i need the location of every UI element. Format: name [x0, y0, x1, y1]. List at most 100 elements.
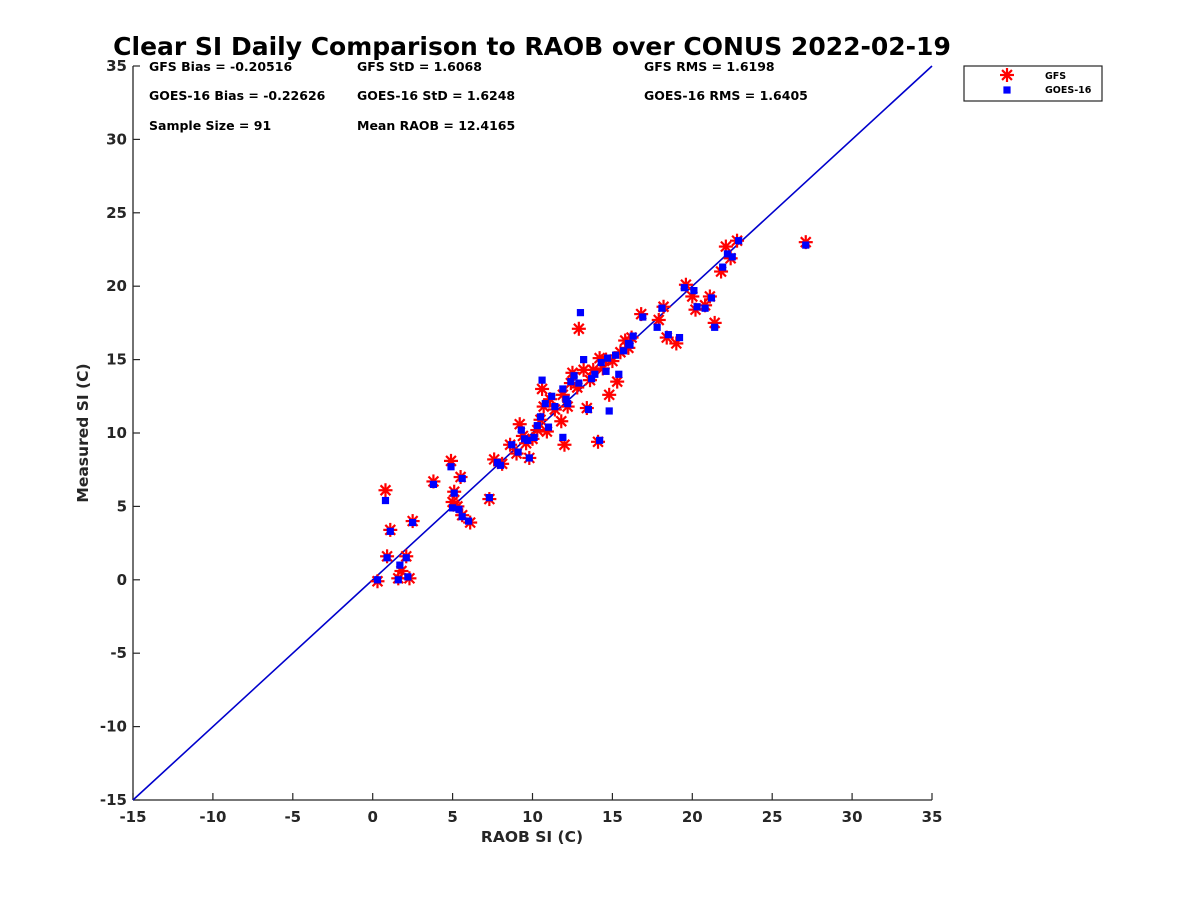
goes16-point [675, 333, 684, 342]
stat-gfs-bias: GFS Bias = -0.20516 [149, 59, 292, 74]
stat-mean-raob: Mean RAOB = 12.4165 [357, 118, 515, 133]
goes16-point [450, 489, 458, 497]
x-axis-label: RAOB SI (C) [481, 828, 583, 846]
legend-goes16-square [1003, 86, 1011, 94]
goes16-point [458, 513, 466, 521]
y-tick-label: -5 [110, 644, 127, 662]
goes16-point [383, 554, 391, 562]
gfs-point [602, 387, 617, 402]
goes16-point [455, 505, 463, 513]
goes16-point [496, 461, 505, 469]
goes16-point [602, 367, 610, 375]
goes16-point [541, 400, 549, 408]
goes16-point [723, 250, 732, 258]
goes16-point [629, 332, 637, 340]
goes16-point [596, 436, 604, 444]
x-tick-label: 5 [447, 808, 457, 826]
stat-goes-bias: GOES-16 Bias = -0.22626 [149, 88, 326, 103]
goes16-point [693, 303, 701, 311]
x-tick-label: 30 [842, 808, 863, 826]
x-tick-label: 0 [367, 808, 377, 826]
goes16-point [386, 527, 394, 535]
goes16-point [576, 309, 585, 317]
goes16-point [402, 554, 410, 562]
goes16-point [524, 436, 532, 444]
y-tick-label: 10 [106, 424, 127, 442]
gfs-point [535, 381, 550, 396]
x-tick-label: -10 [199, 808, 226, 826]
legend-gfs-asterisk [1000, 68, 1014, 82]
goes16-point [567, 378, 575, 386]
goes16-point [551, 402, 559, 411]
goes16-point [707, 294, 716, 302]
goes16-point [559, 385, 567, 393]
goes16-point [514, 448, 522, 456]
legend-label-gfs: GFS [1045, 71, 1066, 82]
legend: GFS GOES-16 [963, 65, 1103, 102]
goes16-point [536, 413, 545, 421]
goes16-point [570, 372, 578, 380]
goes16-point [680, 284, 688, 292]
goes16-point [802, 241, 810, 249]
goes16-point [447, 463, 455, 471]
goes16-point [626, 341, 634, 349]
x-tick-label: 15 [602, 808, 623, 826]
goes16-point [394, 576, 402, 584]
goes16-point [508, 441, 516, 449]
goes16-point [711, 323, 719, 331]
goes16-point [548, 392, 556, 400]
y-axis-label: Measured SI (C) [74, 363, 92, 502]
goes16-point [562, 395, 570, 403]
goes16-point [580, 356, 588, 364]
goes16-point [538, 376, 546, 384]
goes16-point [615, 370, 623, 378]
x-tick-label: 25 [762, 808, 783, 826]
chart-title: Clear SI Daily Comparison to RAOB over C… [113, 32, 951, 61]
goes16-point [530, 433, 538, 442]
y-tick-label: 35 [106, 57, 127, 75]
stat-sample-size: Sample Size = 91 [149, 118, 271, 133]
gfs-point [554, 414, 569, 429]
goes16-point [584, 405, 593, 414]
legend-marker-gfs [1000, 68, 1014, 82]
legend-label-goes16: GOES-16 [1045, 85, 1092, 96]
goes16-point [619, 347, 628, 355]
stats-block: GFS Bias = -0.20516 GFS StD = 1.6068 GFS… [149, 59, 808, 133]
goes16-point [404, 573, 412, 581]
x-tick-label: 10 [522, 808, 543, 826]
goes16-point [701, 304, 709, 312]
y-tick-label: 20 [106, 277, 127, 295]
goes16-point [464, 517, 473, 525]
goes16-point [588, 375, 596, 383]
goes16-point [639, 313, 647, 321]
goes16-point [719, 263, 727, 271]
goes16-point [611, 351, 620, 359]
goes16-point [728, 253, 736, 261]
y-tick-label: 30 [106, 130, 127, 148]
goes16-point [604, 354, 612, 362]
goes16-point [690, 287, 698, 295]
stat-goes-std: GOES-16 StD = 1.6248 [357, 88, 515, 103]
goes16-point [458, 474, 466, 483]
y-tick-label: 5 [117, 497, 127, 515]
goes16-point [544, 423, 553, 431]
y-tick-label: 25 [106, 204, 127, 222]
goes16-point [409, 518, 417, 527]
goes16-point [429, 480, 438, 488]
y-tick-label: 0 [117, 571, 127, 589]
x-tick-label: 35 [922, 808, 943, 826]
goes16-point [485, 493, 493, 502]
goes16-point [653, 323, 661, 331]
x-tick-label: -5 [284, 808, 301, 826]
y-tick-label: 15 [106, 351, 127, 369]
goes16-point [396, 561, 404, 569]
tick-group: -15 -10 -5 0 5 10 15 20 25 30 35 -15 -10 -5 0 5 10 15 20 25… [100, 57, 943, 826]
legend-marker-goes16 [1003, 86, 1011, 94]
legend-box [963, 65, 1103, 102]
x-tick-label: 20 [682, 808, 703, 826]
goes16-point [664, 331, 672, 339]
goes16-point [533, 422, 541, 430]
goes16-point [559, 433, 567, 442]
gfs-point [378, 483, 393, 498]
goes16-point [575, 379, 583, 387]
